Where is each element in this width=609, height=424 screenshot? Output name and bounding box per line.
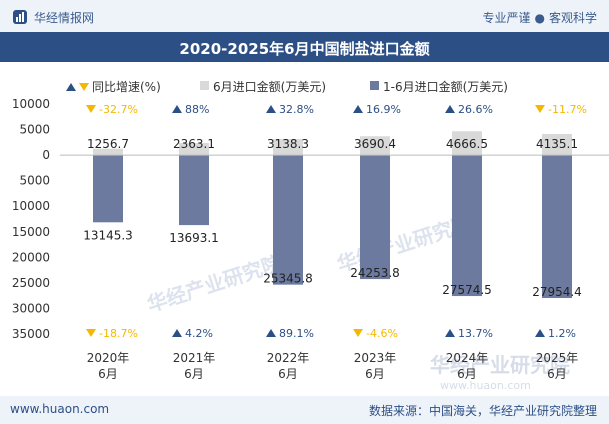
monthly-growth-down-triangle-icon	[535, 105, 545, 113]
monthly-growth-up-triangle-icon	[172, 105, 182, 113]
x-tick-label: 2020年	[87, 351, 130, 365]
y-tick-label: 10000	[12, 199, 50, 213]
monthly-growth-up-triangle-icon	[266, 105, 276, 113]
tagline: 专业严谨 ● 客观科学	[482, 9, 597, 26]
footer-bar: www.huaon.com 数据来源：中国海关，华经产业研究院整理	[0, 396, 609, 424]
cumulative-growth-label: 4.2%	[185, 327, 213, 340]
legend-swatch	[370, 81, 379, 90]
y-tick-label: 30000	[12, 301, 50, 315]
cumulative-bar	[542, 155, 572, 298]
x-tick-label: 2024年	[446, 351, 489, 365]
cumulative-growth-up-triangle-icon	[445, 329, 455, 337]
cumulative-growth-down-triangle-icon	[86, 329, 96, 337]
cumulative-growth-down-triangle-icon	[353, 329, 363, 337]
watermark-text: 华经产业研究院	[430, 353, 570, 377]
footer-source: 数据来源：中国海关，华经产业研究院整理	[368, 404, 597, 418]
monthly-growth-label: -11.7%	[548, 103, 587, 116]
cumulative-bar	[360, 155, 390, 280]
monthly-growth-up-triangle-icon	[445, 105, 455, 113]
cumulative-growth-label: -18.7%	[99, 327, 138, 340]
cumulative-bar	[273, 155, 303, 285]
cumulative-bar	[452, 155, 482, 297]
legend-swatch	[200, 81, 209, 90]
monthly-growth-label: 88%	[185, 103, 209, 116]
x-tick-label: 6月	[547, 367, 567, 381]
monthly-growth-label: 26.6%	[458, 103, 493, 116]
monthly-value-label: 1256.7	[87, 137, 129, 151]
x-tick-label: 6月	[98, 367, 118, 381]
cumulative-growth-label: -4.6%	[366, 327, 398, 340]
monthly-bar	[452, 131, 482, 156]
cumulative-value-label: 27574.5	[442, 283, 492, 297]
y-tick-label: 5000	[19, 174, 50, 188]
header-bar: 华经情报网 专业严谨 ● 客观科学	[0, 0, 609, 32]
x-tick-label: 2023年	[354, 351, 397, 365]
y-tick-label: 20000	[12, 250, 50, 264]
cumulative-growth-up-triangle-icon	[172, 329, 182, 337]
monthly-value-label: 4135.1	[536, 137, 578, 151]
x-tick-label: 6月	[457, 367, 477, 381]
monthly-bar	[273, 139, 303, 156]
y-tick-label: 35000	[12, 327, 50, 341]
monthly-bar	[93, 148, 123, 156]
monthly-value-label: 2363.1	[173, 137, 215, 151]
monthly-value-label: 3138.3	[267, 137, 309, 151]
brand-name: 华经情报网	[34, 11, 95, 25]
cumulative-growth-label: 89.1%	[279, 327, 314, 340]
cumulative-value-label: 13145.3	[83, 228, 133, 242]
tagline-left: 专业严谨	[482, 11, 531, 25]
monthly-bar	[360, 136, 390, 156]
monthly-bar	[542, 133, 572, 156]
monthly-growth-up-triangle-icon	[353, 105, 363, 113]
cumulative-value-label: 24253.8	[350, 266, 400, 280]
cumulative-value-label: 25345.8	[263, 272, 313, 286]
chart-area: 华经产业研究院华经产业研究院华经产业研究院www.huaon.com同比增速(%…	[12, 79, 609, 392]
monthly-growth-label: 16.9%	[366, 103, 401, 116]
cumulative-value-label: 27954.4	[532, 285, 582, 299]
watermark-url: www.huaon.com	[440, 379, 531, 392]
x-tick-label: 6月	[365, 367, 385, 381]
cumulative-growth-label: 1.2%	[548, 327, 576, 340]
monthly-growth-down-triangle-icon	[86, 105, 96, 113]
cumulative-growth-up-triangle-icon	[535, 329, 545, 337]
tagline-right: 客观科学	[548, 11, 597, 25]
x-tick-label: 2021年	[173, 351, 216, 365]
y-tick-label: 10000	[12, 97, 50, 111]
x-tick-label: 2022年	[267, 351, 310, 365]
legend-label: 同比增速(%)	[92, 80, 161, 94]
chart-title: 2020-2025年6月中国制盐进口金额	[179, 40, 430, 58]
footer-website: www.huaon.com	[10, 402, 110, 416]
x-tick-label: 6月	[278, 367, 298, 381]
monthly-value-label: 3690.4	[354, 137, 396, 151]
y-tick-label: 25000	[12, 276, 50, 290]
legend-down-triangle-icon	[79, 83, 89, 91]
y-tick-label: 0	[42, 148, 50, 162]
monthly-growth-label: 32.8%	[279, 103, 314, 116]
monthly-bar	[179, 143, 209, 156]
cumulative-value-label: 13693.1	[169, 231, 219, 245]
cumulative-bar	[93, 155, 123, 223]
monthly-growth-label: -32.7%	[99, 103, 138, 116]
legend-label: 6月进口金额(万美元)	[213, 79, 326, 94]
cumulative-growth-label: 13.7%	[458, 327, 493, 340]
cumulative-bar	[179, 155, 209, 226]
monthly-value-label: 4666.5	[446, 137, 488, 151]
legend-label: 1-6月进口金额(万美元)	[383, 79, 508, 94]
x-tick-label: 2025年	[536, 351, 579, 365]
legend-up-triangle-icon	[66, 83, 76, 91]
title-bar: 2020-2025年6月中国制盐进口金额	[0, 32, 609, 62]
x-tick-label: 6月	[184, 367, 204, 381]
tagline-separator: ●	[534, 11, 545, 25]
y-tick-label: 5000	[19, 123, 50, 137]
huajing-logo-icon	[13, 10, 27, 24]
cumulative-growth-up-triangle-icon	[266, 329, 276, 337]
y-tick-label: 15000	[12, 225, 50, 239]
